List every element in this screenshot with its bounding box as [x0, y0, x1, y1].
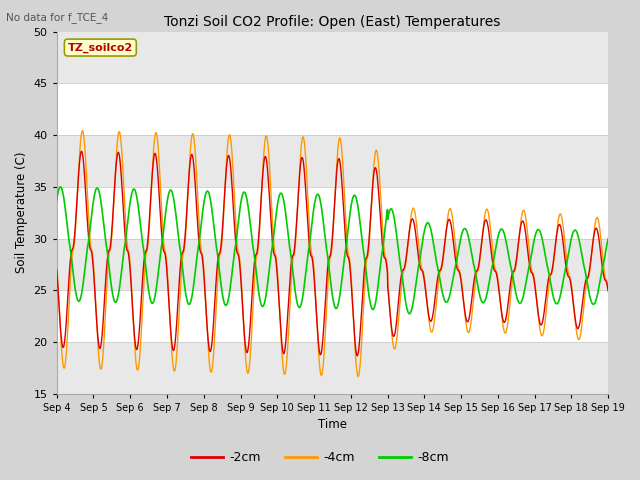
-2cm	[77, 148, 85, 154]
-4cm	[604, 285, 612, 291]
Bar	[57, 239, 608, 290]
Text: No data for f_TCE_4: No data for f_TCE_4	[6, 12, 109, 23]
Y-axis label: Soil Temperature (C): Soil Temperature (C)	[15, 152, 28, 274]
-2cm	[207, 348, 214, 354]
-8cm	[56, 184, 64, 190]
-2cm	[556, 222, 564, 228]
-4cm	[349, 297, 356, 302]
-4cm	[207, 369, 214, 375]
Title: Tonzi Soil CO2 Profile: Open (East) Temperatures: Tonzi Soil CO2 Profile: Open (East) Temp…	[164, 15, 500, 29]
X-axis label: Time: Time	[318, 419, 347, 432]
-4cm	[572, 318, 579, 324]
-2cm	[572, 316, 579, 322]
-8cm	[406, 311, 413, 317]
-8cm	[53, 197, 61, 203]
Bar	[57, 32, 608, 84]
Legend: -2cm, -4cm, -8cm: -2cm, -4cm, -8cm	[186, 446, 454, 469]
-2cm	[493, 274, 501, 279]
-8cm	[604, 236, 612, 242]
-2cm	[604, 288, 612, 294]
Line: -2cm: -2cm	[57, 151, 608, 356]
Line: -8cm: -8cm	[57, 187, 608, 314]
Bar	[57, 342, 608, 394]
Bar	[57, 135, 608, 187]
-8cm	[360, 255, 368, 261]
-4cm	[361, 281, 369, 287]
-4cm	[556, 211, 564, 217]
-8cm	[493, 238, 501, 244]
-2cm	[53, 266, 61, 272]
-8cm	[207, 199, 214, 204]
-8cm	[572, 227, 579, 233]
-4cm	[355, 373, 362, 379]
Line: -4cm: -4cm	[57, 131, 608, 376]
-4cm	[79, 128, 86, 133]
-4cm	[493, 271, 501, 276]
-8cm	[556, 295, 564, 300]
-4cm	[53, 261, 61, 266]
-2cm	[361, 263, 369, 268]
-8cm	[349, 196, 356, 202]
-2cm	[349, 300, 356, 306]
-2cm	[353, 353, 361, 359]
Text: TZ_soilco2: TZ_soilco2	[68, 42, 133, 53]
